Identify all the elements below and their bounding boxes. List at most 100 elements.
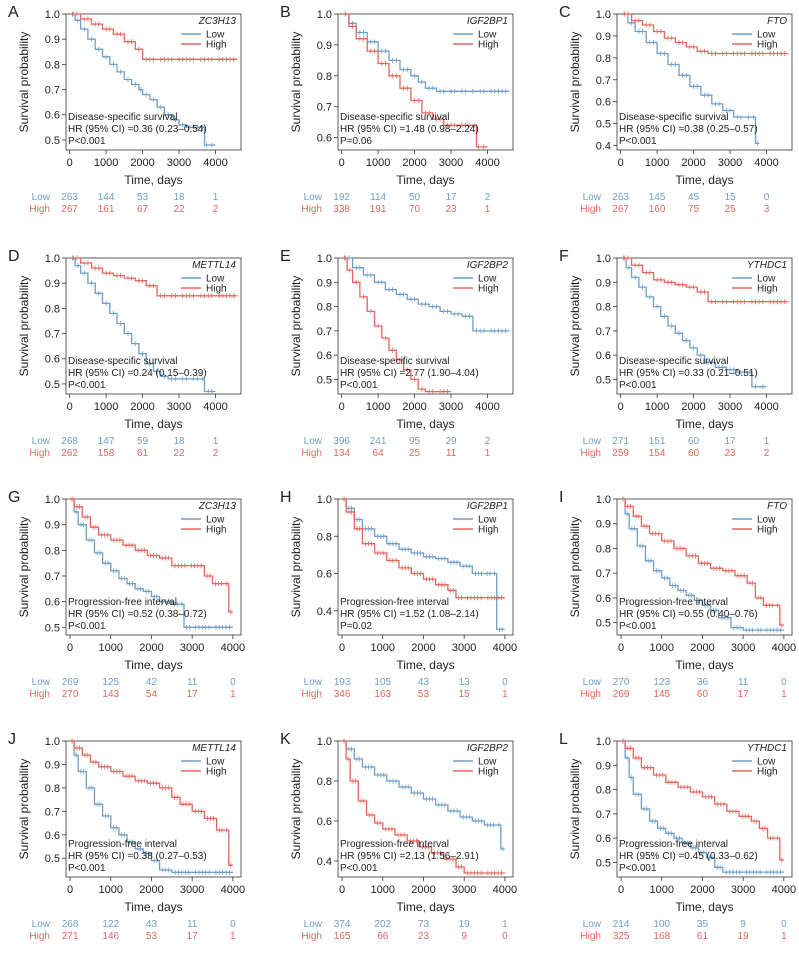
km-plot-svg: K 0.4 0.6 0.8 1.0 0 1000 2000 3000 4000 Time, days… bbox=[280, 731, 517, 942]
risk-count-high: 70 bbox=[409, 204, 421, 215]
p-value-label: P<0.001 bbox=[619, 380, 657, 391]
x-axis-title: Time, days bbox=[675, 173, 733, 187]
endpoint-label: Progression-free interval bbox=[619, 839, 728, 850]
plot-frame bbox=[65, 257, 242, 395]
risk-count-low: 1 bbox=[502, 919, 508, 930]
endpoint-label: Disease-specific survival bbox=[68, 356, 177, 367]
risk-row-label-high: High bbox=[29, 931, 50, 942]
panel-letter: D bbox=[8, 248, 20, 265]
risk-count-high: 66 bbox=[377, 931, 389, 942]
p-value-label: P<0.001 bbox=[340, 380, 378, 391]
risk-count-high: 168 bbox=[653, 931, 670, 942]
km-plot-svg: H 0.4 0.6 0.8 1.0 0 1000 2000 3000 4000 Time, days… bbox=[280, 489, 517, 700]
plot-frame bbox=[65, 13, 242, 151]
x-axis-title: Time, days bbox=[396, 658, 454, 672]
risk-count-high: 9 bbox=[461, 931, 467, 942]
y-tick-label: 0.6 bbox=[45, 597, 60, 609]
km-panel-d: D 0.5 0.6 0.7 0.8 0.9 1.0 0 1000 2000 3000 4000 Time… bbox=[0, 244, 266, 482]
y-tick-label: 0.9 bbox=[596, 277, 611, 289]
risk-count-high: 25 bbox=[724, 204, 736, 215]
risk-count-low: 73 bbox=[418, 919, 430, 930]
risk-count-low: 147 bbox=[98, 436, 115, 447]
km-series-low bbox=[342, 738, 505, 852]
endpoint-label: Progression-free interval bbox=[340, 839, 449, 850]
y-tick-label: 0.9 bbox=[596, 31, 611, 43]
risk-count-high: 64 bbox=[373, 448, 385, 459]
legend-label-high: High bbox=[478, 284, 499, 295]
hr-label: HR (95% CI) =1.52 (1.08–2.14) bbox=[340, 609, 479, 620]
plot-frame bbox=[616, 740, 793, 878]
plot-frame bbox=[337, 498, 514, 636]
gene-name: ZC3H13 bbox=[198, 501, 237, 512]
km-series-high bbox=[69, 255, 238, 299]
km-series-high bbox=[70, 738, 233, 868]
risk-count-high: 163 bbox=[374, 689, 391, 700]
km-curve-high bbox=[341, 257, 451, 393]
km-curve-low bbox=[621, 740, 784, 873]
x-axis-title: Time, days bbox=[124, 900, 182, 914]
km-panel-e: E 0.5 0.6 0.7 0.8 0.9 1.0 0 1000 2000 3000 4000 Time… bbox=[272, 244, 538, 482]
endpoint-label: Disease-specific survival bbox=[619, 112, 728, 123]
hr-label: HR (95% CI) =2.13 (1.56–2.91) bbox=[340, 851, 479, 862]
y-tick-label: 0.8 bbox=[596, 53, 611, 65]
risk-row-label-high: High bbox=[580, 689, 601, 700]
hr-label: HR (95% CI) =0.55 (0.40–0.76) bbox=[619, 609, 758, 620]
km-panel-g: G 0.5 0.6 0.7 0.8 0.9 1.0 0 1000 2000 3000 4000 Time… bbox=[0, 485, 266, 723]
risk-count-high: 143 bbox=[102, 689, 119, 700]
risk-count-low: 2 bbox=[485, 436, 491, 447]
y-tick-label: 1.0 bbox=[596, 494, 611, 506]
endpoint-label: Progression-free interval bbox=[340, 597, 449, 608]
y-tick-label: 1.0 bbox=[317, 253, 332, 265]
p-value-label: P<0.001 bbox=[619, 136, 657, 147]
x-tick-label: 1000 bbox=[99, 642, 123, 654]
panel-letter: J bbox=[8, 731, 16, 748]
km-series-high bbox=[341, 255, 451, 395]
risk-count-low: 269 bbox=[62, 677, 79, 688]
gene-name: FTO bbox=[767, 16, 787, 27]
gene-name: METTL14 bbox=[192, 743, 236, 754]
plot-frame bbox=[616, 257, 793, 395]
risk-count-low: 268 bbox=[61, 436, 78, 447]
km-curve-high bbox=[69, 13, 238, 60]
y-tick-label: 0.6 bbox=[317, 569, 332, 581]
legend-label-high: High bbox=[206, 767, 227, 778]
x-tick-label: 0 bbox=[339, 157, 345, 169]
y-axis-title: Survival probability bbox=[17, 276, 31, 377]
panel-letter: H bbox=[280, 489, 292, 506]
km-curve-high bbox=[620, 13, 789, 55]
y-tick-label: 0.7 bbox=[45, 571, 60, 583]
panel-letter: I bbox=[559, 489, 563, 506]
y-axis-title: Survival probability bbox=[289, 276, 303, 377]
hr-label: HR (95% CI) =0.38 (0.27–0.53) bbox=[68, 851, 207, 862]
y-axis-title: Survival probability bbox=[289, 517, 303, 618]
y-tick-label: 0.9 bbox=[45, 520, 60, 532]
risk-count-high: 75 bbox=[688, 204, 700, 215]
x-axis-title: Time, days bbox=[124, 417, 182, 431]
y-tick-label: 0.7 bbox=[317, 102, 332, 114]
legend-label-high: High bbox=[757, 767, 778, 778]
risk-count-low: 214 bbox=[613, 919, 630, 930]
x-tick-label: 2000 bbox=[130, 157, 154, 169]
risk-count-low: 17 bbox=[724, 436, 736, 447]
risk-count-high: 22 bbox=[173, 204, 185, 215]
risk-count-high: 2 bbox=[213, 448, 219, 459]
risk-row-label-high: High bbox=[301, 204, 322, 215]
risk-count-low: 0 bbox=[230, 677, 236, 688]
risk-count-low: 0 bbox=[764, 192, 770, 203]
risk-row-label-low: Low bbox=[304, 192, 323, 203]
x-tick-label: 4000 bbox=[493, 884, 517, 896]
endpoint-label: Disease-specific survival bbox=[340, 356, 449, 367]
risk-count-low: 263 bbox=[61, 192, 78, 203]
y-tick-label: 1.0 bbox=[45, 494, 60, 506]
y-tick-label: 1.0 bbox=[596, 9, 611, 21]
x-tick-label: 0 bbox=[67, 157, 73, 169]
risk-row-label-low: Low bbox=[304, 436, 323, 447]
y-tick-label: 0.4 bbox=[317, 856, 332, 868]
legend-label-high: High bbox=[206, 40, 227, 51]
plot-frame bbox=[616, 13, 793, 151]
x-tick-label: 3000 bbox=[731, 642, 755, 654]
x-axis-title: Time, days bbox=[124, 173, 182, 187]
risk-count-high: 53 bbox=[146, 931, 158, 942]
x-axis-title: Time, days bbox=[124, 658, 182, 672]
y-tick-label: 0.9 bbox=[596, 519, 611, 531]
